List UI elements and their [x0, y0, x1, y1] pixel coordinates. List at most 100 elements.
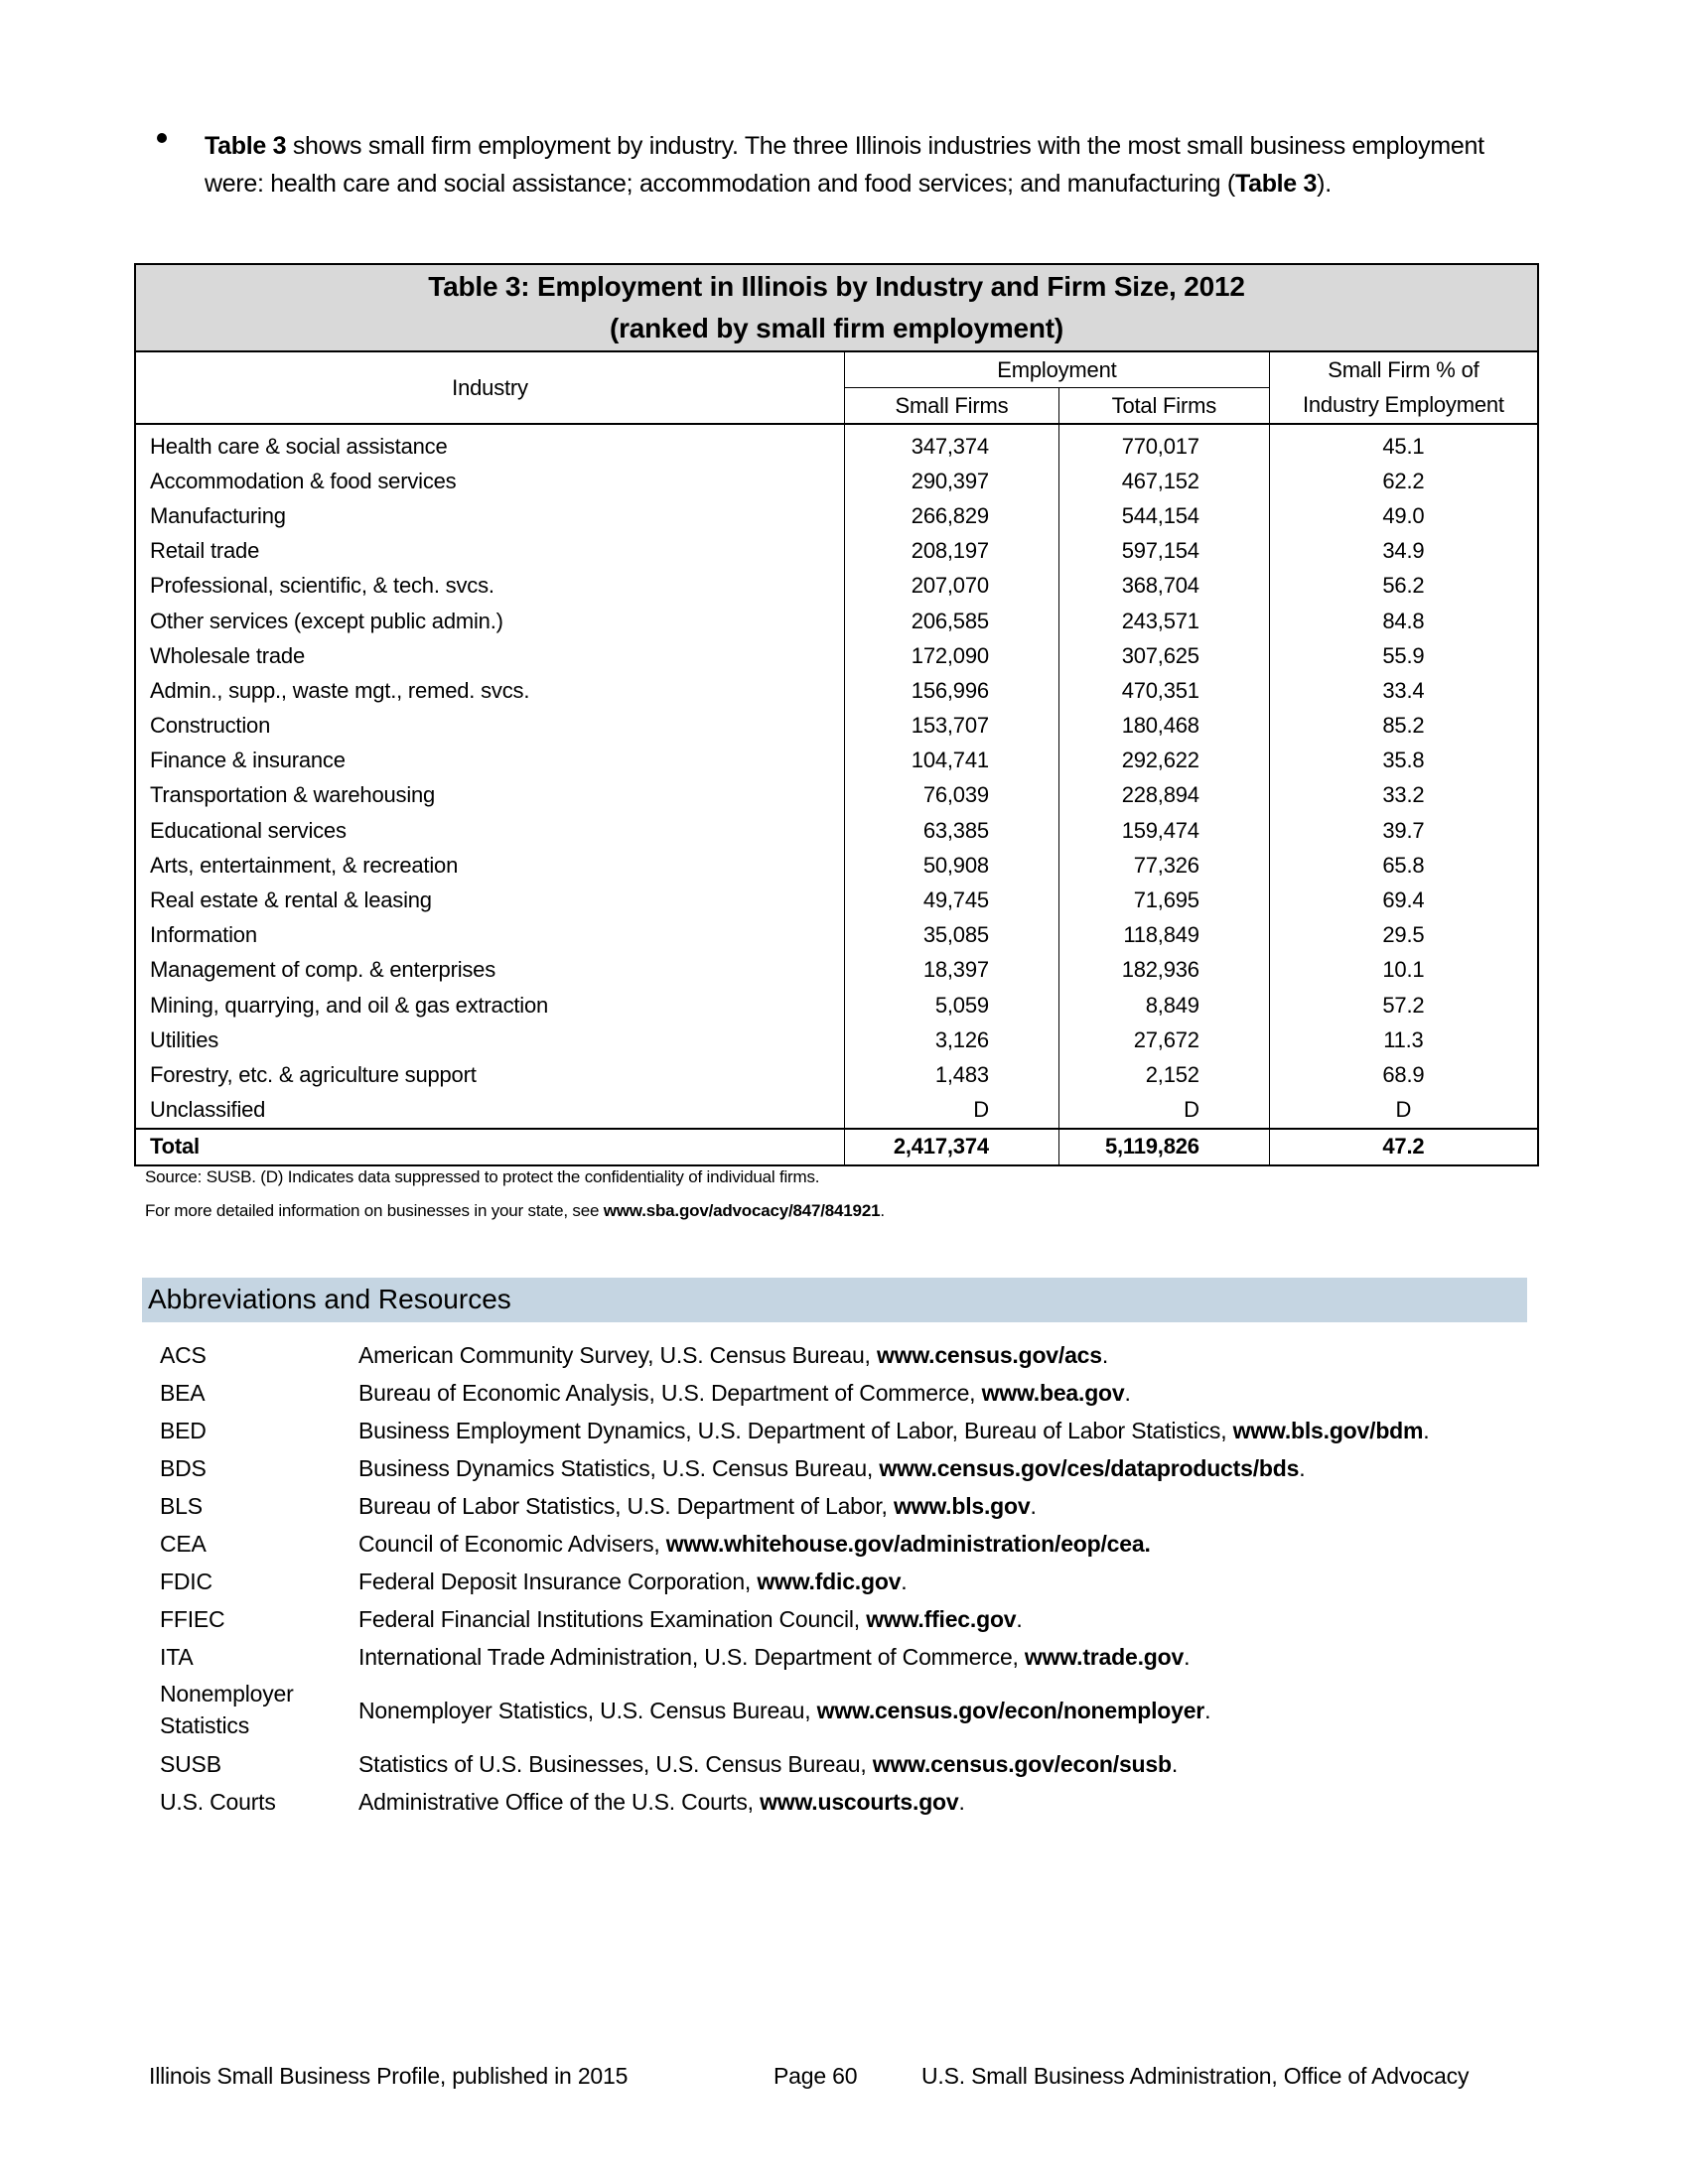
description-end: .	[1184, 1644, 1191, 1670]
table-row: Information 35,085 118,849 29.5	[134, 917, 1539, 953]
small-firms-cell: 266,829	[844, 498, 1059, 534]
total-firms-cell: 159,474	[1057, 813, 1270, 849]
header-pct-line2: Industry Employment	[1268, 387, 1539, 425]
resource-link[interactable]: www.bls.gov/bdm	[1232, 1418, 1424, 1443]
abbreviation-description: American Community Survey, U.S. Census B…	[358, 1342, 1108, 1369]
more-info-text: For more detailed information on busines…	[145, 1201, 604, 1220]
pct-cell: D	[1268, 1092, 1539, 1129]
description-end: .	[958, 1789, 965, 1815]
description-end: .	[1204, 1698, 1211, 1723]
industry-cell: Forestry, etc. & agriculture support	[134, 1057, 845, 1093]
pct-cell: 11.3	[1268, 1023, 1539, 1058]
industry-cell: Other services (except public admin.)	[134, 603, 845, 639]
pct-cell: 10.1	[1268, 952, 1539, 988]
bullet-body: shows small firm employment by industry.…	[205, 132, 1484, 198]
resource-link[interactable]: www.bea.gov	[981, 1380, 1125, 1406]
resource-link[interactable]: www.fdic.gov	[757, 1569, 902, 1594]
table-row: Wholesale trade 172,090 307,625 55.9	[134, 638, 1539, 674]
description-text: American Community Survey, U.S. Census B…	[358, 1342, 877, 1368]
description-text: Statistics of U.S. Businesses, U.S. Cens…	[358, 1751, 873, 1777]
more-info-end: .	[880, 1201, 885, 1220]
industry-cell: Utilities	[134, 1023, 845, 1058]
industry-cell: Arts, entertainment, & recreation	[134, 848, 845, 884]
resource-link[interactable]: www.bls.gov	[893, 1493, 1031, 1519]
table-row: Admin., supp., waste mgt., remed. svcs. 1…	[134, 673, 1539, 709]
total-firms-cell: 770,017	[1057, 424, 1270, 465]
table-row: Mining, quarrying, and oil & gas extract…	[134, 988, 1539, 1024]
description-end: .	[1124, 1380, 1131, 1406]
small-firms-cell: 63,385	[844, 813, 1059, 849]
table-row: Accommodation & food services 290,397 467,…	[134, 464, 1539, 499]
header-employment: Employment	[844, 351, 1270, 388]
table-row: Health care & social assistance 347,374 77…	[134, 424, 1539, 465]
table-title: Table 3: Employment in Illinois by Indus…	[134, 263, 1539, 352]
industry-cell: Mining, quarrying, and oil & gas extract…	[134, 988, 845, 1024]
resource-link[interactable]: www.census.gov/ces/dataproducts/bds	[879, 1455, 1300, 1481]
pct-cell: 68.9	[1268, 1057, 1539, 1093]
pct-cell: 65.8	[1268, 848, 1539, 884]
description-end: .	[1299, 1455, 1306, 1481]
total-firms-cell: D	[1057, 1092, 1270, 1129]
total-firms-cell: 5,119,826	[1057, 1127, 1270, 1166]
intro-bullet-text: Table 3 shows small firm employment by i…	[205, 127, 1535, 203]
description-text: International Trade Administration, U.S.…	[358, 1644, 1025, 1670]
table-title-line2: (ranked by small firm employment)	[609, 313, 1064, 343]
description-text: Council of Economic Advisers,	[358, 1531, 666, 1557]
table-row: Arts, entertainment, & recreation 50,908 7…	[134, 848, 1539, 884]
description-text: Business Employment Dynamics, U.S. Depar…	[358, 1418, 1233, 1443]
resource-link[interactable]: www.census.gov/acs	[876, 1342, 1102, 1368]
total-firms-cell: 77,326	[1057, 848, 1270, 884]
abbreviation: U.S. Courts	[160, 1789, 276, 1815]
small-firms-cell: 347,374	[844, 424, 1059, 465]
industry-cell: Health care & social assistance	[134, 424, 845, 465]
pct-cell: 45.1	[1268, 424, 1539, 465]
pct-cell: 29.5	[1268, 917, 1539, 953]
resource-link[interactable]: www.ffiec.gov	[866, 1606, 1017, 1632]
resource-link[interactable]: www.uscourts.gov	[760, 1789, 959, 1815]
industry-cell: Total	[134, 1127, 845, 1166]
industry-cell: Professional, scientific, & tech. svcs.	[134, 568, 845, 604]
table-title-line1: Table 3: Employment in Illinois by Indus…	[428, 271, 1245, 302]
header-small-firms: Small Firms	[844, 387, 1059, 425]
pct-cell: 84.8	[1268, 603, 1539, 639]
description-text: Nonemployer Statistics, U.S. Census Bure…	[358, 1698, 817, 1723]
description-end: .	[1171, 1751, 1179, 1777]
resource-link[interactable]: www.trade.gov	[1024, 1644, 1185, 1670]
resource-link[interactable]: www.census.gov/econ/susb	[872, 1751, 1172, 1777]
description-text: Bureau of Economic Analysis, U.S. Depart…	[358, 1380, 982, 1406]
small-firms-cell: 290,397	[844, 464, 1059, 499]
total-firms-cell: 8,849	[1057, 988, 1270, 1024]
table-row: Retail trade 208,197 597,154 34.9	[134, 533, 1539, 569]
abbreviation: FFIEC	[160, 1606, 225, 1632]
small-firms-cell: 18,397	[844, 952, 1059, 988]
small-firms-cell: 206,585	[844, 603, 1059, 639]
pct-cell: 33.2	[1268, 777, 1539, 814]
description-text: Business Dynamics Statistics, U.S. Censu…	[358, 1455, 880, 1481]
total-firms-cell: 71,695	[1057, 883, 1270, 918]
small-firms-cell: 208,197	[844, 533, 1059, 569]
resource-link[interactable]: www.census.gov/econ/nonemployer	[816, 1698, 1205, 1723]
table-row: Educational services 63,385 159,474 39.7	[134, 813, 1539, 849]
pct-cell: 47.2	[1268, 1127, 1539, 1166]
table-row: Finance & insurance 104,741 292,622 35.8	[134, 743, 1539, 778]
abbreviation-description: Business Employment Dynamics, U.S. Depar…	[358, 1418, 1430, 1444]
more-info-link[interactable]: www.sba.gov/advocacy/847/841921	[603, 1201, 881, 1220]
abbreviation-description: Nonemployer Statistics, U.S. Census Bure…	[358, 1698, 1210, 1724]
description-text: Bureau of Labor Statistics, U.S. Departm…	[358, 1493, 894, 1519]
pct-cell: 57.2	[1268, 988, 1539, 1024]
total-firms-cell: 368,704	[1057, 568, 1270, 604]
small-firms-cell: 76,039	[844, 777, 1059, 814]
description-end: .	[1423, 1418, 1430, 1443]
small-firms-cell: 50,908	[844, 848, 1059, 884]
footer-publication: Illinois Small Business Profile, publish…	[149, 2063, 629, 2089]
employment-table: Table 3: Employment in Illinois by Indus…	[134, 263, 1539, 1166]
table-row: Construction 153,707 180,468 85.2	[134, 708, 1539, 744]
abbreviation: SUSB	[160, 1751, 221, 1777]
abbreviation: FDIC	[160, 1569, 212, 1594]
resource-link[interactable]: www.whitehouse.gov/administration/eop/ce…	[665, 1531, 1151, 1557]
small-firms-cell: 153,707	[844, 708, 1059, 744]
bullet-end: ).	[1317, 170, 1332, 198]
small-firms-cell: 207,070	[844, 568, 1059, 604]
abbreviation: ACS	[160, 1342, 207, 1368]
pct-cell: 56.2	[1268, 568, 1539, 604]
